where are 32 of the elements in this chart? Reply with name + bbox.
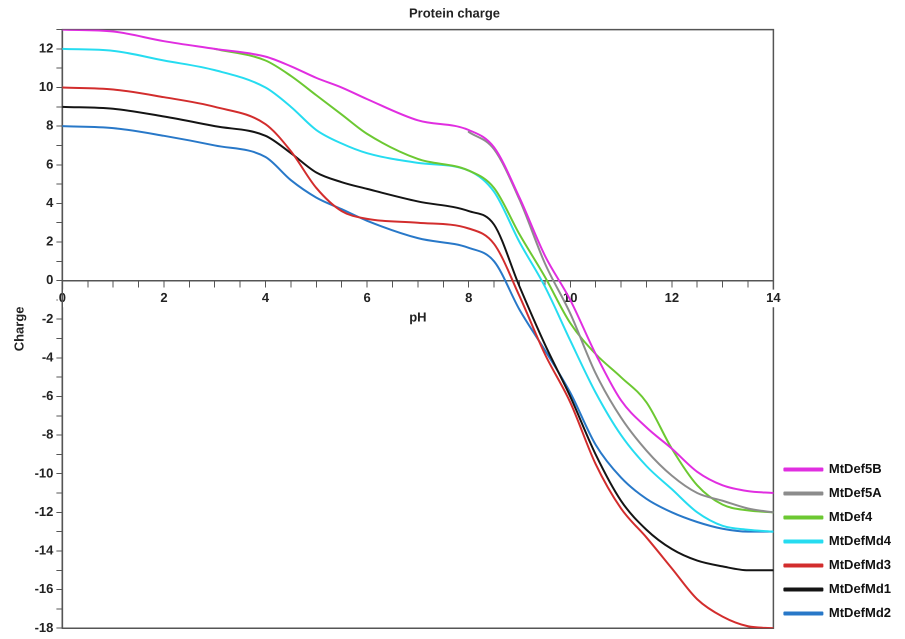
- legend-label: MtDefMd1: [828, 581, 892, 596]
- y-tick-label: -14: [34, 542, 54, 558]
- y-tick-label: 8: [46, 118, 54, 133]
- x-tick-label: 8: [465, 290, 472, 306]
- y-tick-label: 10: [38, 79, 54, 94]
- x-tick-label: 12: [664, 290, 680, 306]
- x-tick-label: 4: [262, 290, 270, 306]
- y-tick-label: 0: [46, 272, 54, 288]
- legend-label: MtDefMd2: [828, 605, 892, 620]
- y-tick-label: -10: [34, 465, 54, 480]
- legend-label: MtDef5A: [828, 485, 882, 500]
- y-tick-label: 2: [46, 234, 54, 249]
- y-tick-label: -6: [42, 388, 54, 404]
- y-tick-label: 4: [46, 194, 54, 210]
- x-tick-label: 2: [160, 290, 168, 306]
- chart-title: Protein charge: [408, 5, 500, 20]
- y-tick-label: -2: [42, 310, 54, 326]
- y-tick-label: -4: [42, 349, 54, 364]
- x-tick-label: 6: [363, 290, 371, 306]
- y-tick-label: -12: [34, 504, 54, 519]
- legend-label: MtDefMd3: [828, 557, 892, 572]
- y-tick-label: 6: [46, 156, 54, 172]
- y-tick-label: -18: [34, 620, 54, 635]
- x-tick-label: 14: [766, 290, 782, 306]
- legend-label: MtDefMd4: [828, 533, 892, 548]
- x-axis-title: pH: [409, 310, 427, 325]
- y-tick-label: 12: [38, 40, 54, 56]
- y-axis-title: Charge: [11, 306, 26, 352]
- y-tick-label: -16: [34, 581, 54, 596]
- legend-label: MtDef5B: [828, 461, 882, 476]
- legend-label: MtDef4: [828, 509, 873, 524]
- y-tick-label: -8: [42, 426, 54, 442]
